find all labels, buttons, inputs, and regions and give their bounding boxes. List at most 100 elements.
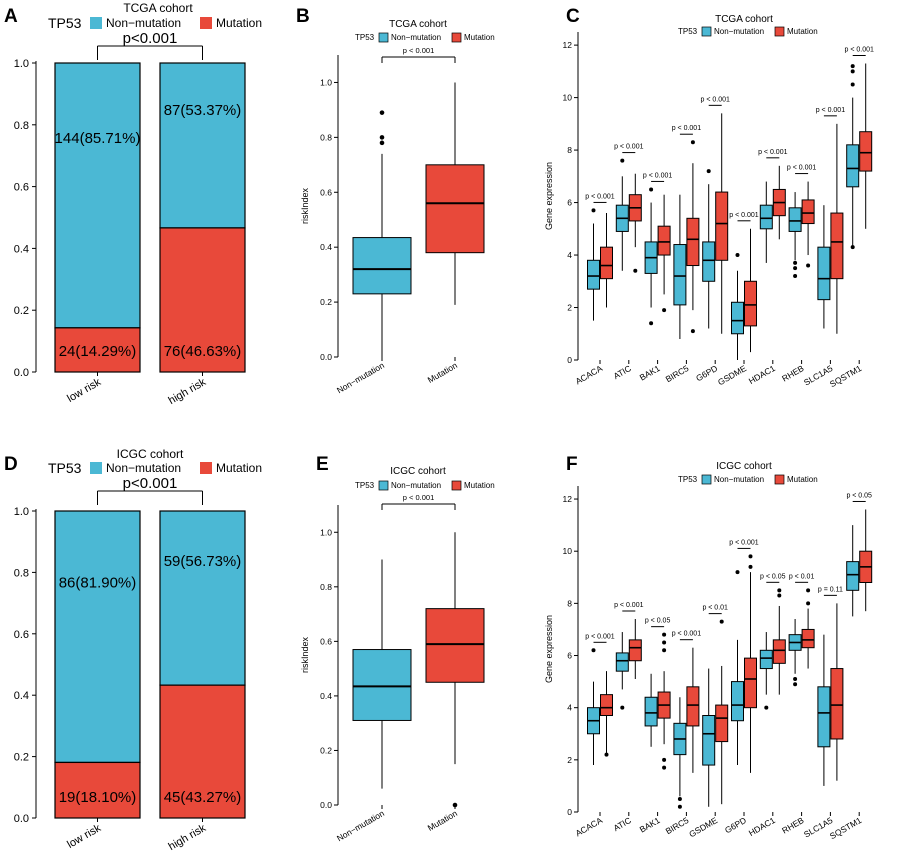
box-mutation: [830, 212, 844, 280]
box-non-mutation-outlier: [379, 110, 385, 115]
legend-swatch-non-mutation: [701, 26, 712, 37]
legend-title: TP53: [48, 15, 82, 31]
panel-letter-b: B: [296, 6, 310, 27]
box-mutation: [744, 657, 757, 709]
p-value-label: p = 0.11: [818, 586, 843, 593]
y-tick-label: 0.4: [320, 691, 332, 701]
x-tick-label: high risk: [167, 376, 209, 407]
y-axis-label: Gene expression: [544, 162, 554, 230]
legend-swatch-mutation: [774, 26, 785, 37]
y-tick-label: 10: [563, 93, 573, 103]
legend-swatch-mutation: [200, 462, 212, 474]
legend-swatch-non-mutation: [90, 462, 102, 474]
panel-letter-d: D: [4, 454, 18, 475]
p-value-label: p < 0.001: [585, 193, 614, 200]
y-tick-label: 0.4: [320, 242, 332, 252]
box-non-mutation: [644, 696, 658, 727]
y-tick-label: 0.6: [320, 187, 332, 197]
data-label-mutation: 76(46.63%): [164, 343, 242, 360]
p-value-label: p < 0.001: [729, 539, 758, 546]
box-non-mutation: [788, 207, 802, 232]
legend-label-mutation: Mutation: [464, 481, 495, 490]
y-tick-label: 4: [567, 703, 572, 713]
chart-title: TCGA cohort: [389, 19, 447, 30]
box-non-mutation-outlier: [793, 266, 798, 271]
box-mutation-outlier: [662, 308, 667, 313]
box-mutation: [744, 280, 757, 327]
p-value-label: p < 0.01: [702, 605, 728, 612]
box-non-mutation-outlier: [793, 682, 798, 687]
box-mutation-outlier: [604, 752, 609, 757]
box-mutation-outlier: [690, 329, 695, 334]
box-mutation: [657, 225, 671, 256]
y-tick-label: 1.0: [320, 527, 332, 537]
box-non-mutation-outlier: [850, 69, 855, 74]
p-value-label: p < 0.05: [846, 492, 872, 499]
y-tick-label: 0.2: [320, 297, 332, 307]
legend-swatch-mutation: [774, 474, 785, 485]
p-value-label: p < 0.001: [585, 633, 614, 640]
y-tick-label: 6: [567, 651, 572, 661]
box-mutation-outlier: [806, 263, 811, 268]
box-non-mutation-outlier: [591, 648, 596, 653]
p-value-label: p < 0.001: [614, 144, 643, 151]
box-non-mutation-outlier: [793, 274, 798, 279]
data-label-mutation: 24(14.29%): [59, 343, 137, 360]
y-tick-label: 12: [563, 494, 573, 504]
y-tick-label: 8: [567, 598, 572, 608]
box-non-mutation-outlier: [620, 158, 625, 163]
panel-letter-c: C: [566, 6, 580, 27]
box-mutation-outlier: [662, 632, 667, 637]
box-non-mutation-outlier: [706, 169, 711, 174]
box-non-mutation: [702, 241, 716, 282]
p-value-label: p < 0.001: [701, 96, 730, 103]
p-value-label: p < 0.001: [614, 602, 643, 609]
x-tick-label: Non−mutation: [335, 808, 386, 843]
box-non-mutation: [759, 649, 773, 670]
box-non-mutation: [759, 204, 773, 230]
legend-swatch-mutation: [451, 480, 462, 491]
x-tick-label: HDAC1: [747, 815, 777, 838]
legend-label-mutation: Mutation: [216, 16, 262, 30]
x-tick-label: high risk: [167, 822, 209, 853]
box-non-mutation-outlier: [649, 187, 654, 192]
legend-label-non-mutation: Non−mutation: [106, 461, 181, 475]
p-value-label: p < 0.001: [672, 125, 701, 132]
x-tick-label: ATIC: [612, 363, 633, 381]
y-axis-label: riskIndex: [300, 187, 310, 224]
x-tick-label: G6PD: [723, 815, 748, 835]
legend-label-non-mutation: Non−mutation: [714, 475, 764, 484]
legend-label-non-mutation: Non−mutation: [391, 33, 441, 42]
y-tick-label: 1.0: [14, 58, 29, 70]
y-tick-label: 0.8: [320, 582, 332, 592]
box-non-mutation-outlier: [793, 260, 798, 265]
chart-title: ICGC cohort: [716, 461, 772, 472]
box-non-mutation: [731, 301, 744, 335]
x-tick-label: SQSTM1: [828, 815, 864, 841]
legend-title: TP53: [48, 460, 82, 476]
p-value-label: p < 0.001: [758, 149, 787, 156]
data-label-mutation: 45(43.27%): [164, 789, 242, 806]
p-value-label: p < 0.05: [760, 573, 786, 580]
box-non-mutation: [846, 561, 860, 591]
legend-title: TP53: [355, 481, 375, 490]
box-mutation: [686, 686, 700, 727]
box-mutation-outlier: [690, 140, 695, 145]
x-tick-label: ATIC: [612, 815, 633, 833]
y-tick-label: 2: [567, 303, 572, 313]
box-non-mutation: [817, 686, 831, 748]
box-mutation-outlier: [748, 564, 753, 569]
box-mutation-outlier: [662, 648, 667, 653]
data-label-non-mutation: 86(81.90%): [59, 574, 137, 591]
x-tick-label: ACACA: [574, 363, 605, 386]
x-tick-label: HDAC1: [747, 363, 777, 386]
box-mutation-outlier: [633, 268, 638, 273]
box-non-mutation-outlier: [379, 135, 385, 140]
y-tick-label: 0.0: [14, 813, 29, 825]
y-tick-label: 0: [567, 807, 572, 817]
y-tick-label: 6: [567, 198, 572, 208]
y-tick-label: 0.6: [320, 636, 332, 646]
y-tick-label: 0.0: [14, 367, 29, 379]
y-tick-label: 10: [563, 546, 573, 556]
y-tick-label: 0.4: [14, 690, 29, 702]
